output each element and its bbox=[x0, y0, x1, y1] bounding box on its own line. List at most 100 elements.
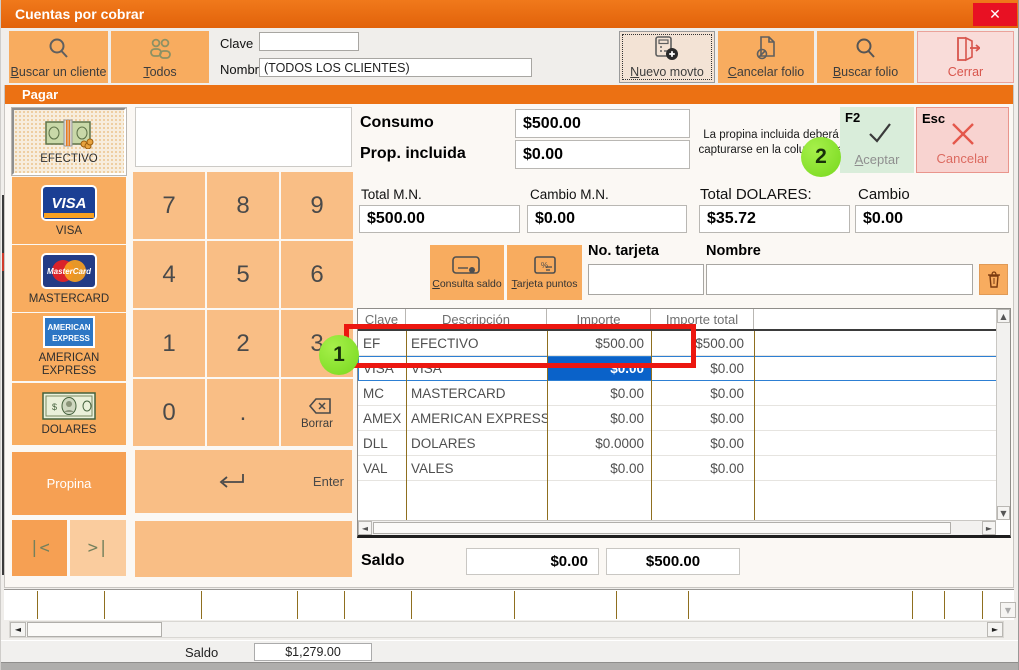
keypad-key-9[interactable]: 9 bbox=[281, 172, 353, 239]
keypad-key-dot[interactable]: . bbox=[207, 379, 279, 446]
keypad-key-2[interactable]: 2 bbox=[207, 310, 279, 377]
cell-importe[interactable]: $0.00 bbox=[610, 410, 644, 426]
scroll-up-icon: ▲ bbox=[1000, 311, 1007, 321]
exit-door-icon bbox=[952, 36, 980, 62]
scroll-up-button[interactable]: ▲ bbox=[997, 309, 1010, 323]
cell-importe[interactable]: $0.00 bbox=[610, 460, 644, 476]
cancel-document-icon bbox=[753, 35, 779, 62]
keypad-key-6[interactable]: 6 bbox=[281, 241, 353, 308]
svg-text:%: % bbox=[541, 261, 548, 270]
table-horizontal-scrollbar[interactable]: ◄ ► bbox=[358, 520, 996, 535]
cambio-value: $0.00 bbox=[855, 205, 1009, 233]
keypad-key-7[interactable]: 7 bbox=[133, 172, 205, 239]
payment-method-label: AMERICAN EXPRESS bbox=[38, 351, 100, 377]
nombre-label: Nombre bbox=[220, 62, 267, 77]
cell-descripcion: EFECTIVO bbox=[411, 335, 479, 351]
todos-button[interactable]: Todos bbox=[111, 31, 209, 83]
tarjeta-nombre-label: Nombre bbox=[706, 243, 761, 259]
cell-importe[interactable]: $500.00 bbox=[595, 335, 644, 351]
payments-table: Clave Descripción Importe Importe total … bbox=[357, 308, 1011, 538]
payment-method-visa[interactable]: VISA VISA bbox=[12, 177, 126, 244]
table-row-vales[interactable]: VAL VALES $0.00 $0.00 bbox=[358, 456, 1010, 481]
table-row-dolares[interactable]: DLL DOLARES $0.0000 $0.00 bbox=[358, 431, 1010, 456]
payment-method-american-express[interactable]: AMERICAN EXPRESS AMERICAN EXPRESS bbox=[12, 313, 126, 381]
total-mn-value: $500.00 bbox=[359, 205, 520, 233]
cell-descripcion: AMERICAN EXPRESS bbox=[411, 410, 547, 426]
payment-method-efectivo[interactable]: EFECTIVO bbox=[11, 107, 127, 176]
payments-table-header: Clave Descripción Importe Importe total bbox=[358, 309, 1010, 331]
payment-method-dolares[interactable]: $ DOLARES bbox=[12, 383, 126, 445]
table-vertical-scrollbar[interactable]: ▲ ▼ bbox=[996, 309, 1010, 520]
cerrar-button[interactable]: Cerrar bbox=[917, 31, 1014, 83]
table-row-mastercard[interactable]: MC MASTERCARD $0.00 $0.00 bbox=[358, 381, 1010, 406]
scroll-right-button[interactable]: ► bbox=[982, 521, 996, 535]
tarjeta-puntos-button[interactable]: % Tarjeta puntos bbox=[507, 245, 582, 300]
consulta-saldo-button[interactable]: Consulta saldo bbox=[430, 245, 504, 300]
cell-descripcion: MASTERCARD bbox=[411, 385, 506, 401]
tarjeta-puntos-label: Tarjeta puntos bbox=[511, 277, 578, 290]
no-tarjeta-input[interactable] bbox=[588, 264, 704, 295]
last-record-button[interactable]: >| bbox=[70, 520, 126, 576]
saldo-pagado-value: $0.00 bbox=[466, 548, 599, 575]
enter-label: Enter bbox=[312, 474, 344, 489]
cancelar-folio-button[interactable]: Cancelar folio bbox=[718, 31, 814, 83]
search-icon bbox=[853, 36, 879, 62]
nombre-input[interactable] bbox=[259, 58, 532, 77]
first-record-button[interactable]: |< bbox=[12, 520, 67, 576]
nuevo-movto-button[interactable]: Nuevo movto bbox=[619, 31, 715, 83]
cell-importe-selected[interactable]: $0.00 bbox=[547, 356, 651, 380]
table-row-efectivo[interactable]: EF EFECTIVO $500.00 $500.00 bbox=[358, 331, 1010, 356]
scroll-right-button[interactable]: ► bbox=[987, 622, 1003, 637]
search-icon bbox=[46, 36, 72, 62]
scrollbar-thumb[interactable] bbox=[27, 622, 162, 637]
tarjeta-nombre-input[interactable] bbox=[706, 264, 973, 295]
buscar-un-cliente-label: Buscar un cliente bbox=[10, 64, 107, 79]
background-scroll-down-button[interactable]: ▼ bbox=[1000, 602, 1016, 618]
backspace-icon bbox=[301, 396, 333, 416]
column-header-importe[interactable]: Importe bbox=[547, 309, 651, 329]
column-separator bbox=[754, 331, 755, 520]
column-header-filler bbox=[754, 309, 1010, 329]
aceptar-button[interactable]: F2 Aceptar bbox=[840, 107, 914, 173]
keypad-key-5[interactable]: 5 bbox=[207, 241, 279, 308]
buscar-un-cliente-button[interactable]: Buscar un cliente bbox=[9, 31, 108, 83]
column-header-descripcion[interactable]: Descripción bbox=[406, 309, 547, 329]
scroll-down-button[interactable]: ▼ bbox=[997, 506, 1010, 520]
payment-method-mastercard[interactable]: MasterCard MASTERCARD bbox=[12, 245, 126, 312]
propina-button[interactable]: Propina bbox=[12, 452, 126, 515]
scroll-left-button[interactable]: ◄ bbox=[358, 521, 372, 535]
amex-logo-icon: AMERICAN EXPRESS bbox=[43, 315, 95, 348]
keypad-blank-button[interactable] bbox=[135, 521, 352, 577]
window-close-button[interactable]: ✕ bbox=[973, 3, 1017, 26]
clear-card-button[interactable] bbox=[979, 264, 1008, 295]
buscar-folio-button[interactable]: Buscar folio bbox=[817, 31, 914, 83]
background-horizontal-scrollbar[interactable]: ◄ ► bbox=[9, 621, 1004, 638]
cell-importe[interactable]: $0.00 bbox=[610, 385, 644, 401]
cell-clave: EF bbox=[363, 335, 381, 351]
scroll-left-button[interactable]: ◄ bbox=[10, 622, 26, 637]
pagar-header: Pagar bbox=[5, 85, 1013, 104]
status-bar: Saldo $1,279.00 bbox=[1, 640, 1018, 662]
column-separator bbox=[547, 331, 548, 520]
close-icon: ✕ bbox=[989, 6, 1001, 23]
aceptar-label: Aceptar bbox=[854, 152, 900, 167]
payment-method-label: VISA bbox=[55, 224, 83, 237]
keypad-key-borrar[interactable]: Borrar bbox=[281, 379, 353, 446]
keypad-key-4[interactable]: 4 bbox=[133, 241, 205, 308]
cell-importe[interactable]: $0.0000 bbox=[595, 435, 644, 451]
keypad-key-8[interactable]: 8 bbox=[207, 172, 279, 239]
status-saldo-label: Saldo bbox=[185, 645, 219, 660]
consulta-saldo-label: Consulta saldo bbox=[432, 277, 502, 290]
column-header-clave[interactable]: Clave bbox=[358, 309, 406, 329]
column-header-importe-total[interactable]: Importe total bbox=[651, 309, 754, 329]
card-points-icon: % bbox=[532, 255, 558, 276]
consumo-value: $500.00 bbox=[515, 109, 690, 138]
scrollbar-thumb[interactable] bbox=[373, 522, 951, 534]
table-row-amex[interactable]: AMEX AMERICAN EXPRESS $0.00 $0.00 bbox=[358, 406, 1010, 431]
keypad-key-0[interactable]: 0 bbox=[133, 379, 205, 446]
enter-key[interactable]: Enter bbox=[135, 450, 352, 513]
clave-input[interactable] bbox=[259, 32, 359, 51]
cancelar-button[interactable]: Esc Cancelar bbox=[916, 107, 1009, 173]
keypad-key-1[interactable]: 1 bbox=[133, 310, 205, 377]
